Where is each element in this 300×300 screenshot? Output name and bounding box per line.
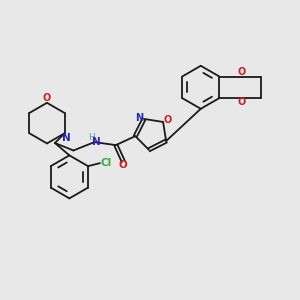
Text: O: O	[43, 93, 51, 103]
Text: N: N	[135, 113, 143, 123]
Text: N: N	[62, 133, 70, 143]
Text: N: N	[92, 137, 101, 147]
Text: O: O	[238, 68, 246, 77]
Text: O: O	[238, 97, 246, 107]
Text: O: O	[119, 160, 128, 170]
Text: O: O	[164, 116, 172, 125]
Text: Cl: Cl	[100, 158, 112, 168]
Text: H: H	[88, 134, 95, 142]
